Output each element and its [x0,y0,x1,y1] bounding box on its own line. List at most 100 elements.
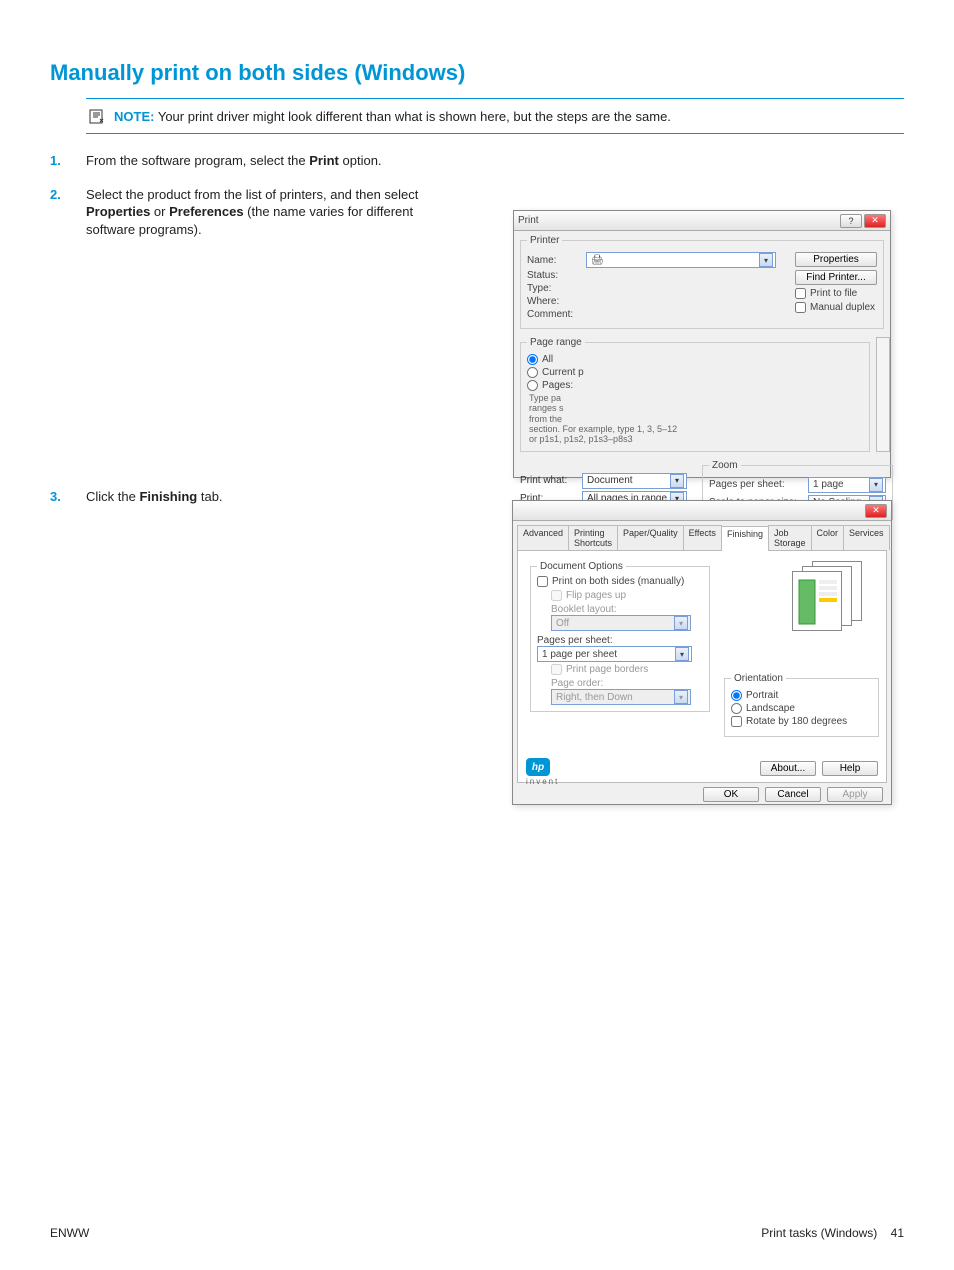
step-bold: Finishing [139,489,197,504]
printer-name-select[interactable]: 🖨▾ [586,252,776,268]
printer-icon: 🖨 [591,255,604,266]
page-order-value: Right, then Down [556,692,633,703]
landscape-radio[interactable]: Landscape [731,703,872,714]
pages-per-sheet-value: 1 page per sheet [542,649,617,660]
range-current-radio[interactable] [527,367,538,378]
manual-duplex-checkbox[interactable]: Manual duplex [795,302,877,313]
tab-effects[interactable]: Effects [683,525,722,550]
chevron-down-icon[interactable]: ▾ [675,647,689,661]
rotate-180-checkbox[interactable]: Rotate by 180 degrees [731,716,847,727]
tab-printing-shortcuts[interactable]: Printing Shortcuts [568,525,618,550]
properties-button[interactable]: Properties [795,252,877,267]
orientation-group: Orientation Portrait Landscape Rotate by… [724,673,879,737]
rotate-180-label: Rotate by 180 degrees [746,716,847,727]
cancel-button[interactable]: Cancel [765,787,821,802]
portrait-label: Portrait [746,690,778,701]
pages-per-sheet-value: 1 page [813,479,844,490]
dialog-title [517,505,520,516]
ok-button[interactable]: OK [703,787,759,802]
apply-button[interactable]: Apply [827,787,883,802]
print-both-sides-label: Print on both sides (manually) [552,576,684,587]
booklet-select: Off ▾ [551,615,691,631]
tab-job-storage[interactable]: Job Storage [768,525,812,550]
range-current-label: Current p [542,367,584,378]
tab-panel: Document Options Print on both sides (ma… [517,551,887,783]
step-number: 1. [50,152,86,170]
hint-text: section. For example, type 1, 3, 5–12 [529,424,677,434]
orientation-legend: Orientation [731,673,786,684]
about-button[interactable]: About... [760,761,816,776]
properties-dialog: ✕ Advanced Printing Shortcuts Paper/Qual… [512,500,892,805]
print-borders-checkbox: Print page borders [551,664,648,675]
chevron-down-icon[interactable]: ▾ [869,478,883,492]
tab-paper-quality[interactable]: Paper/Quality [617,525,684,550]
chevron-down-icon: ▾ [674,616,688,630]
step-text: option. [339,153,382,168]
booklet-value: Off [556,618,569,629]
print-to-file-label: Print to file [810,288,857,299]
manual-duplex-label: Manual duplex [810,302,875,313]
print-both-sides-checkbox[interactable]: Print on both sides (manually) [537,576,684,587]
print-to-file-checkbox[interactable]: Print to file [795,288,877,299]
page-range-group: Page range All Current p Pages: Type pa … [520,337,870,452]
step-text: or [150,204,169,219]
tabs: Advanced Printing Shortcuts Paper/Qualit… [517,525,887,551]
hint-text: or p1s1, p1s2, p1s3–p8s3 [529,434,633,444]
print-what-select[interactable]: Document▾ [582,473,687,489]
pages-per-sheet-select[interactable]: 1 page ▾ [808,477,886,493]
page-footer: ENWW Print tasks (Windows) 41 [50,1226,904,1240]
step-bold: Preferences [169,204,243,219]
page-number: 41 [891,1226,904,1240]
printer-list-scrollbar[interactable] [876,337,890,452]
dialog-title: Print [518,215,539,226]
pages-per-sheet-label: Pages per sheet: [709,479,804,490]
step-text: From the software program, select the [86,153,309,168]
tab-finishing[interactable]: Finishing [721,526,769,551]
page-order-label: Page order: [551,678,703,689]
footer-left: ENWW [50,1226,89,1240]
hp-logo-icon: hp [526,758,550,776]
chevron-down-icon: ▾ [674,690,688,704]
portrait-radio[interactable]: Portrait [731,690,872,701]
range-all-radio[interactable] [527,354,538,365]
comment-label: Comment: [527,309,582,320]
step-text: Click the [86,489,139,504]
step-bold: Print [309,153,339,168]
hint-text: from the [529,414,562,424]
footer-section: Print tasks (Windows) [761,1226,877,1240]
flip-pages-checkbox: Flip pages up [551,590,626,601]
note-label: NOTE: [114,109,154,124]
tab-color[interactable]: Color [811,525,845,550]
where-label: Where: [527,296,582,307]
note-text: Your print driver might look different t… [158,109,671,124]
step-bold: Properties [86,204,150,219]
document-options-legend: Document Options [537,561,626,572]
find-printer-button[interactable]: Find Printer... [795,270,877,285]
print-what-label: Print what: [520,475,578,486]
booklet-label: Booklet layout: [551,604,703,615]
page-title: Manually print on both sides (Windows) [50,60,904,86]
hint-text: ranges s [529,403,564,413]
hp-invent-text: invent [526,777,559,786]
page-order-select: Right, then Down ▾ [551,689,691,705]
step-number: 2. [50,186,86,239]
tab-services[interactable]: Services [843,525,890,550]
close-icon[interactable]: ✕ [865,504,887,518]
dialog-titlebar[interactable]: ✕ [513,501,891,521]
help-icon[interactable]: ? [840,214,862,228]
dialog-titlebar[interactable]: Print ? ✕ [514,211,890,231]
pages-per-sheet-label: Pages per sheet: [537,635,703,646]
chevron-down-icon[interactable]: ▾ [670,474,684,488]
close-icon[interactable]: ✕ [864,214,886,228]
page-range-legend: Page range [527,337,585,348]
help-button[interactable]: Help [822,761,878,776]
document-options-group: Document Options Print on both sides (ma… [530,561,710,712]
pages-per-sheet-select[interactable]: 1 page per sheet ▾ [537,646,692,662]
tab-advanced[interactable]: Advanced [517,525,569,550]
flip-pages-label: Flip pages up [566,590,626,601]
print-dialog: Print ? ✕ Printer Name: 🖨▾ Status: T [513,210,891,478]
range-pages-radio[interactable] [527,380,538,391]
type-label: Type: [527,283,582,294]
landscape-label: Landscape [746,703,795,714]
chevron-down-icon[interactable]: ▾ [759,253,773,267]
